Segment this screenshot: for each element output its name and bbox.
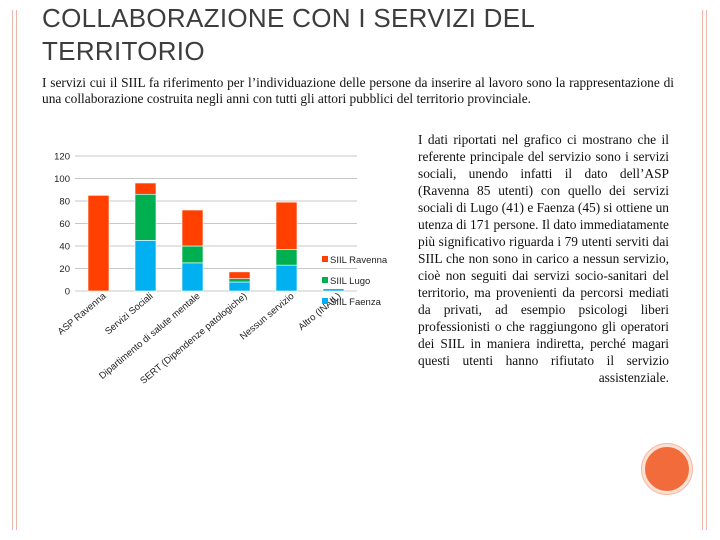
y-tick-label: 80 xyxy=(59,197,70,208)
legend-swatch xyxy=(322,256,328,262)
bar-segment xyxy=(181,209,204,247)
legend-label: SIIL Lugo xyxy=(330,276,370,287)
intro-paragraph: I servizi cui il SIIL fa riferimento per… xyxy=(42,75,674,106)
slide-title: COLLABORAZIONE CON I SERVIZI DEL TERRITO… xyxy=(42,3,535,66)
bar-segment xyxy=(134,193,157,241)
bar-segment xyxy=(228,281,251,292)
decorative-orange-circle xyxy=(642,444,692,494)
bar-segment xyxy=(275,249,298,266)
right-frame-rule xyxy=(702,10,707,530)
stacked-bar-chart: 0 20 40 60 80 100 120 ASP Ravenna Servizi Social… xyxy=(42,130,402,410)
bar-segment xyxy=(87,195,110,292)
y-tick-label: 40 xyxy=(59,242,70,253)
legend-label: SIIL Faenza xyxy=(330,297,382,308)
bar-segment xyxy=(275,264,298,292)
y-tick-label: 100 xyxy=(54,174,70,185)
legend-swatch xyxy=(322,298,328,304)
bar-segment xyxy=(181,262,204,292)
bar-segment xyxy=(228,278,251,283)
bar-segment xyxy=(322,288,345,292)
bar-segment xyxy=(181,245,204,264)
bar-segment xyxy=(134,182,157,195)
bar-segment xyxy=(275,201,298,250)
y-tick-label: 120 xyxy=(54,152,70,163)
legend-label: SIIL Ravenna xyxy=(330,255,388,266)
y-tick-label: 0 xyxy=(65,287,70,298)
y-tick-label: 20 xyxy=(59,264,70,275)
left-frame-rule xyxy=(12,10,17,530)
bar-segment xyxy=(134,240,157,292)
bar-segment xyxy=(228,271,251,279)
legend-swatch xyxy=(322,277,328,283)
commentary-paragraph: I dati riportati nel grafico ci mostrano… xyxy=(418,132,670,385)
y-tick-label: 60 xyxy=(59,219,70,230)
